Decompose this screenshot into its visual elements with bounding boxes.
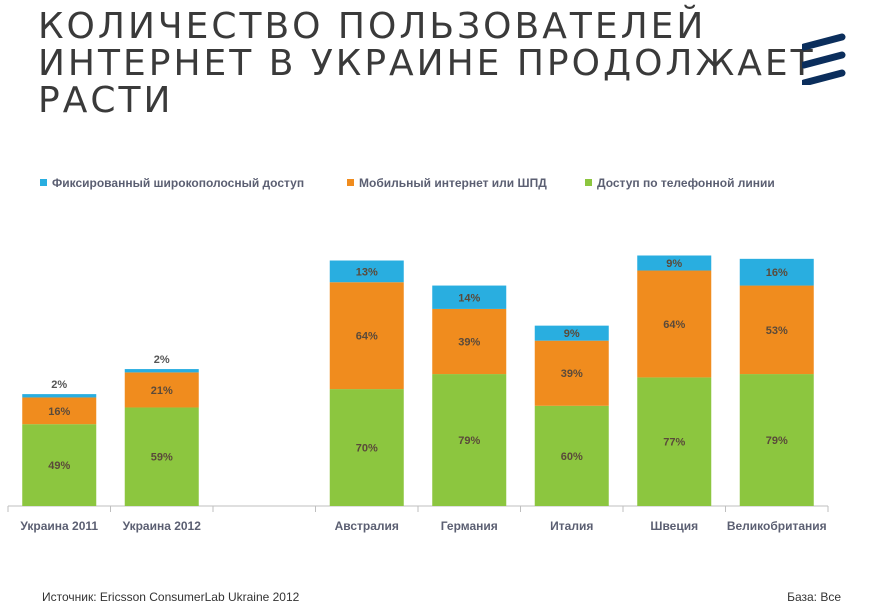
data-label: 9% xyxy=(666,258,682,270)
logo-bar-2 xyxy=(802,51,846,69)
data-label: 13% xyxy=(356,266,378,278)
x-tick-label: Украина 2011 xyxy=(20,519,98,533)
legend-swatch xyxy=(347,179,354,186)
title-line-3: РАСТИ xyxy=(38,80,174,121)
data-label: 64% xyxy=(663,319,685,331)
base-note: База: Все xyxy=(787,590,841,604)
legend-item-mobile-internet: Мобильный интернет или ШПД xyxy=(347,176,547,190)
bar-segment xyxy=(739,258,814,286)
data-label: 39% xyxy=(561,368,583,380)
logo-bar-3 xyxy=(802,69,846,85)
x-tick-label: Украина 2012 xyxy=(123,519,202,533)
bar-segment xyxy=(637,255,712,271)
x-tick-label: Германия xyxy=(441,519,498,533)
data-label: 49% xyxy=(48,460,70,472)
bar-segment xyxy=(22,397,97,425)
ericsson-logo-icon xyxy=(802,33,846,85)
legend-label: Доступ по телефонной линии xyxy=(597,176,775,190)
data-label: 59% xyxy=(151,452,173,464)
chart-legend: Фиксированный широкополосный доступ Моби… xyxy=(40,176,840,192)
bar-segment xyxy=(329,282,404,390)
legend-label: Мобильный интернет или ШПД xyxy=(359,176,547,190)
stacked-bar-chart: 49% 16% 2% Украина 2011 59% 21% 2% Украина 2012… xyxy=(7,255,829,533)
legend-label: Фиксированный широкополосный доступ xyxy=(52,176,305,190)
bar-segment xyxy=(534,325,609,341)
data-label: 16% xyxy=(48,406,70,418)
x-tick-label: Италия xyxy=(550,519,593,533)
bar-segment xyxy=(534,340,609,406)
legend-swatch xyxy=(585,179,592,186)
bar-segment xyxy=(637,270,712,378)
title-line-2: ИНТЕРНЕТ В УКРАИНЕ ПРОДОЛЖАЕТ xyxy=(38,43,816,84)
x-tick-label: Швеция xyxy=(650,519,698,533)
logo-bar-1 xyxy=(802,33,846,51)
bar-segment xyxy=(637,377,712,506)
bar-segment xyxy=(124,407,199,506)
legend-item-dialup: Доступ по телефонной линии xyxy=(585,176,775,190)
data-label: 16% xyxy=(766,267,788,279)
bar-segment xyxy=(534,405,609,506)
bar-segment xyxy=(432,374,507,506)
bar-segment xyxy=(739,374,814,506)
data-label: 79% xyxy=(766,435,788,447)
data-label: 21% xyxy=(151,385,173,397)
x-tick-label: Великобритания xyxy=(727,519,827,533)
bar-segment xyxy=(124,369,199,373)
bar-segment xyxy=(432,308,507,375)
data-label: 79% xyxy=(458,435,480,447)
data-label: 70% xyxy=(356,443,378,455)
title-line-1: КОЛИЧЕСТВО ПОЛЬЗОВАТЕЛЕЙ xyxy=(38,6,707,47)
bar-segment xyxy=(22,424,97,506)
source-note: Источник: Ericsson ConsumerLab Ukraine 2… xyxy=(42,590,300,604)
legend-item-fixed-broadband: Фиксированный широкополосный доступ xyxy=(40,176,304,190)
data-label: 2% xyxy=(51,379,67,391)
data-label: 60% xyxy=(561,451,583,463)
data-label: 53% xyxy=(766,325,788,337)
data-label: 77% xyxy=(663,437,685,449)
bar-segment xyxy=(329,389,404,506)
data-label: 39% xyxy=(458,337,480,349)
legend-swatch xyxy=(40,179,47,186)
bar-segment xyxy=(739,285,814,375)
data-label: 2% xyxy=(154,354,170,366)
data-label: 9% xyxy=(564,328,580,340)
x-tick-label: Австралия xyxy=(335,519,399,533)
bar-segment xyxy=(432,285,507,309)
page-title: КОЛИЧЕСТВО ПОЛЬЗОВАТЕЛЕЙ ИНТЕРНЕТ В УКРА… xyxy=(38,6,816,121)
bar-segment xyxy=(124,372,199,408)
data-label: 14% xyxy=(458,292,480,304)
bar-segment xyxy=(22,394,97,398)
bar-segment xyxy=(329,260,404,283)
data-label: 64% xyxy=(356,331,378,343)
